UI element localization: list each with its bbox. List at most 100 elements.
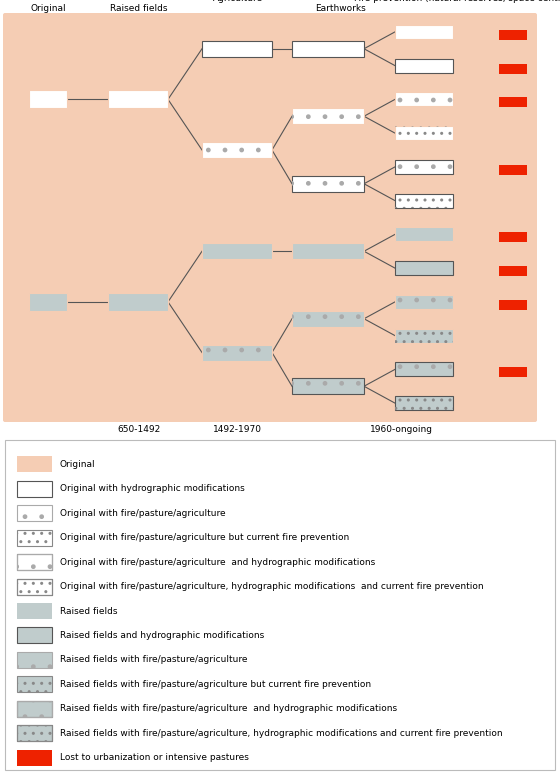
Bar [292,176,364,191]
Bar [395,362,453,377]
Text: Original with fire/pasture/agriculture  and hydrographic modifications: Original with fire/pasture/agriculture a… [60,557,375,567]
Bar [292,41,364,57]
Bar [395,93,453,107]
Bar [292,108,364,124]
Text: Urbanization or intensive pastures
Fire prevention (natural reserves, space cent: Urbanization or intensive pastures Fire … [354,0,560,3]
Bar [499,367,527,378]
Bar [292,108,364,124]
Text: Original with hydrographic modifications: Original with hydrographic modifications [60,484,245,493]
Bar [292,378,364,394]
Bar [17,578,52,594]
Text: Lost to urbanization or intensive pastures: Lost to urbanization or intensive pastur… [60,753,249,762]
Bar [17,481,52,496]
Bar [17,603,52,619]
Bar [29,293,67,311]
Bar [17,726,52,741]
Bar [17,530,52,546]
Text: Original with fire/pasture/agriculture, hydrographic modifications  and current : Original with fire/pasture/agriculture, … [60,582,484,591]
FancyBboxPatch shape [288,13,392,422]
Bar [395,396,453,410]
Text: Raised fields with fire/pasture/agriculture, hydrographic modifications and curr: Raised fields with fire/pasture/agricult… [60,729,503,738]
Bar [17,652,52,668]
Text: 1960-ongoing: 1960-ongoing [370,425,433,434]
Bar [292,243,364,259]
Bar [292,311,364,327]
Bar [395,194,453,208]
Bar [499,165,527,175]
Bar [17,578,52,594]
Bar [202,344,272,361]
Bar [499,97,527,107]
Bar [108,90,168,108]
Bar [202,344,272,361]
Bar [5,440,555,770]
Text: Earthworks: Earthworks [315,4,365,13]
Bar [17,505,52,521]
Bar [499,232,527,242]
Text: Original: Original [31,4,66,13]
Bar [499,300,527,310]
Bar [17,676,52,692]
Bar [499,63,527,73]
Bar [202,142,272,158]
Text: Raised fields: Raised fields [110,4,167,13]
Bar [17,750,52,766]
Bar [17,701,52,717]
Bar [17,652,52,668]
Bar [17,726,52,741]
Bar [17,726,52,741]
Bar [395,228,453,242]
FancyBboxPatch shape [183,13,292,422]
Bar [395,295,453,309]
Bar [292,311,364,327]
Bar [17,701,52,717]
Bar [395,25,453,39]
Bar [17,530,52,546]
Text: Original with fire/pasture/agriculture: Original with fire/pasture/agriculture [60,509,226,518]
Bar [395,126,453,141]
Bar [17,554,52,570]
Bar [395,59,453,73]
Bar [292,378,364,394]
Bar [499,266,527,276]
FancyBboxPatch shape [3,13,94,422]
FancyBboxPatch shape [90,13,187,422]
Text: Raised fields: Raised fields [60,607,118,615]
Text: Raised fields with fire/pasture/agriculture  and hydrographic modifications: Raised fields with fire/pasture/agricult… [60,704,397,713]
Bar [202,41,272,57]
Bar [29,90,67,108]
Bar [292,176,364,191]
Bar [17,628,52,643]
Bar [395,160,453,174]
Bar [395,396,453,410]
Bar [395,329,453,343]
Bar [395,160,453,174]
Bar [17,505,52,521]
FancyBboxPatch shape [388,13,537,422]
Bar [395,329,453,343]
Bar [202,142,272,158]
Bar [395,126,453,141]
Bar [17,701,52,717]
Text: Original: Original [60,460,96,469]
Bar [499,30,527,40]
Bar [17,652,52,668]
Text: 650-1492: 650-1492 [117,425,160,434]
Bar [17,554,52,570]
Bar [395,194,453,208]
Bar [17,578,52,594]
Bar [395,362,453,377]
Bar [108,293,168,311]
Text: Original with fire/pasture/agriculture but current fire prevention: Original with fire/pasture/agriculture b… [60,533,349,542]
Text: Raised fields and hydrographic modifications: Raised fields and hydrographic modificat… [60,631,264,640]
Bar [17,530,52,546]
Bar [17,676,52,692]
Text: Raised fields with fire/pasture/agriculture: Raised fields with fire/pasture/agricult… [60,655,248,665]
Bar [17,456,52,472]
Bar [395,261,453,275]
Text: Raised fields with fire/pasture/agriculture but current fire prevention: Raised fields with fire/pasture/agricult… [60,680,371,689]
Text: 1492-1970: 1492-1970 [213,425,262,434]
Bar [17,505,52,521]
Text: Pasture +
Fires +
Agriculture: Pasture + Fires + Agriculture [212,0,263,3]
Bar [395,93,453,107]
